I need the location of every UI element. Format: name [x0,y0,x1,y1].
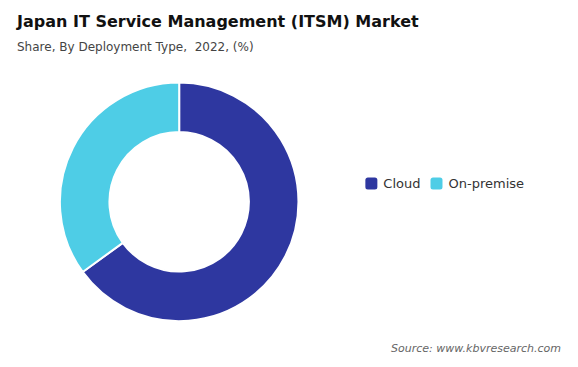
svg-text:Source: www.kbvresearch.com: Source: www.kbvresearch.com [391,342,561,355]
svg-text:On-premise: On-premise [448,176,524,191]
svg-text:Japan IT Service Management (I: Japan IT Service Management (ITSM) Marke… [16,12,419,31]
svg-text:Share, By Deployment Type, 20: Share, By Deployment Type, 2022, (%) [17,40,254,54]
svg-text:Cloud: Cloud [383,176,420,191]
